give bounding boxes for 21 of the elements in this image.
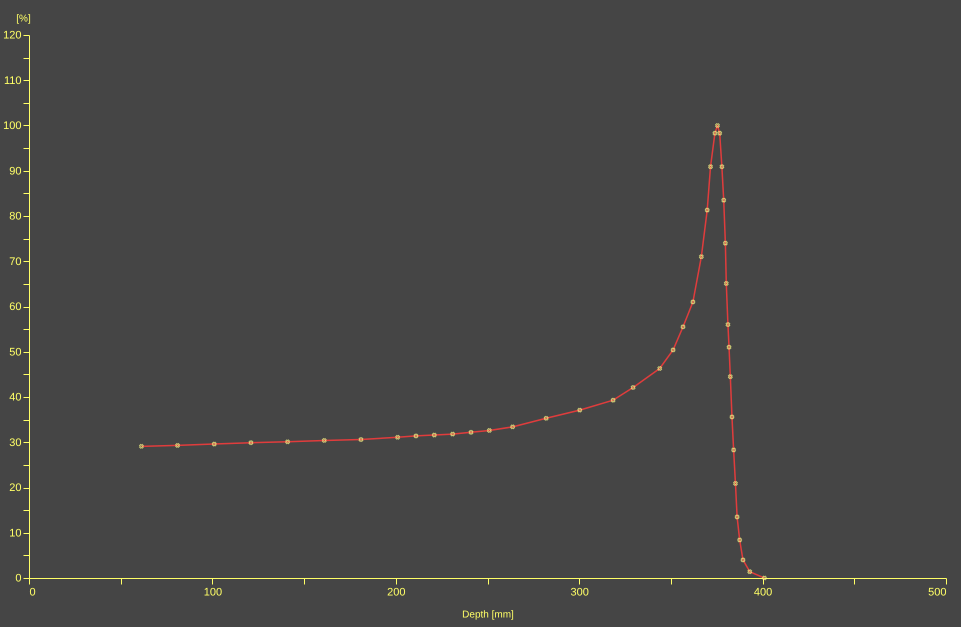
x-tick-label: 100 [204,586,222,598]
y-tick-label: 20 [9,482,22,494]
y-axis-title: [%] [16,14,31,24]
x-tick-label: 400 [754,586,772,598]
y-tick-label: 40 [9,392,22,404]
y-tick-label: 100 [3,120,22,132]
y-tick-label: 70 [9,256,22,268]
x-tick-label: 0 [30,586,36,598]
y-tick-label: 10 [9,527,22,540]
x-tick-label: 200 [387,586,406,598]
y-tick-label: 50 [9,346,22,358]
y-tick-label: 80 [9,210,22,222]
x-tick-label: 500 [928,586,946,598]
y-tick-label: 30 [9,436,22,449]
x-axis-title: Depth [mm] [462,610,514,620]
y-tick-label: 120 [3,30,22,42]
x-tick-label: 300 [570,586,589,598]
y-tick-label: 0 [15,572,22,584]
y-tick-label: 60 [9,301,22,313]
y-tick-label: 90 [9,165,22,178]
y-tick-label: 110 [4,74,22,87]
